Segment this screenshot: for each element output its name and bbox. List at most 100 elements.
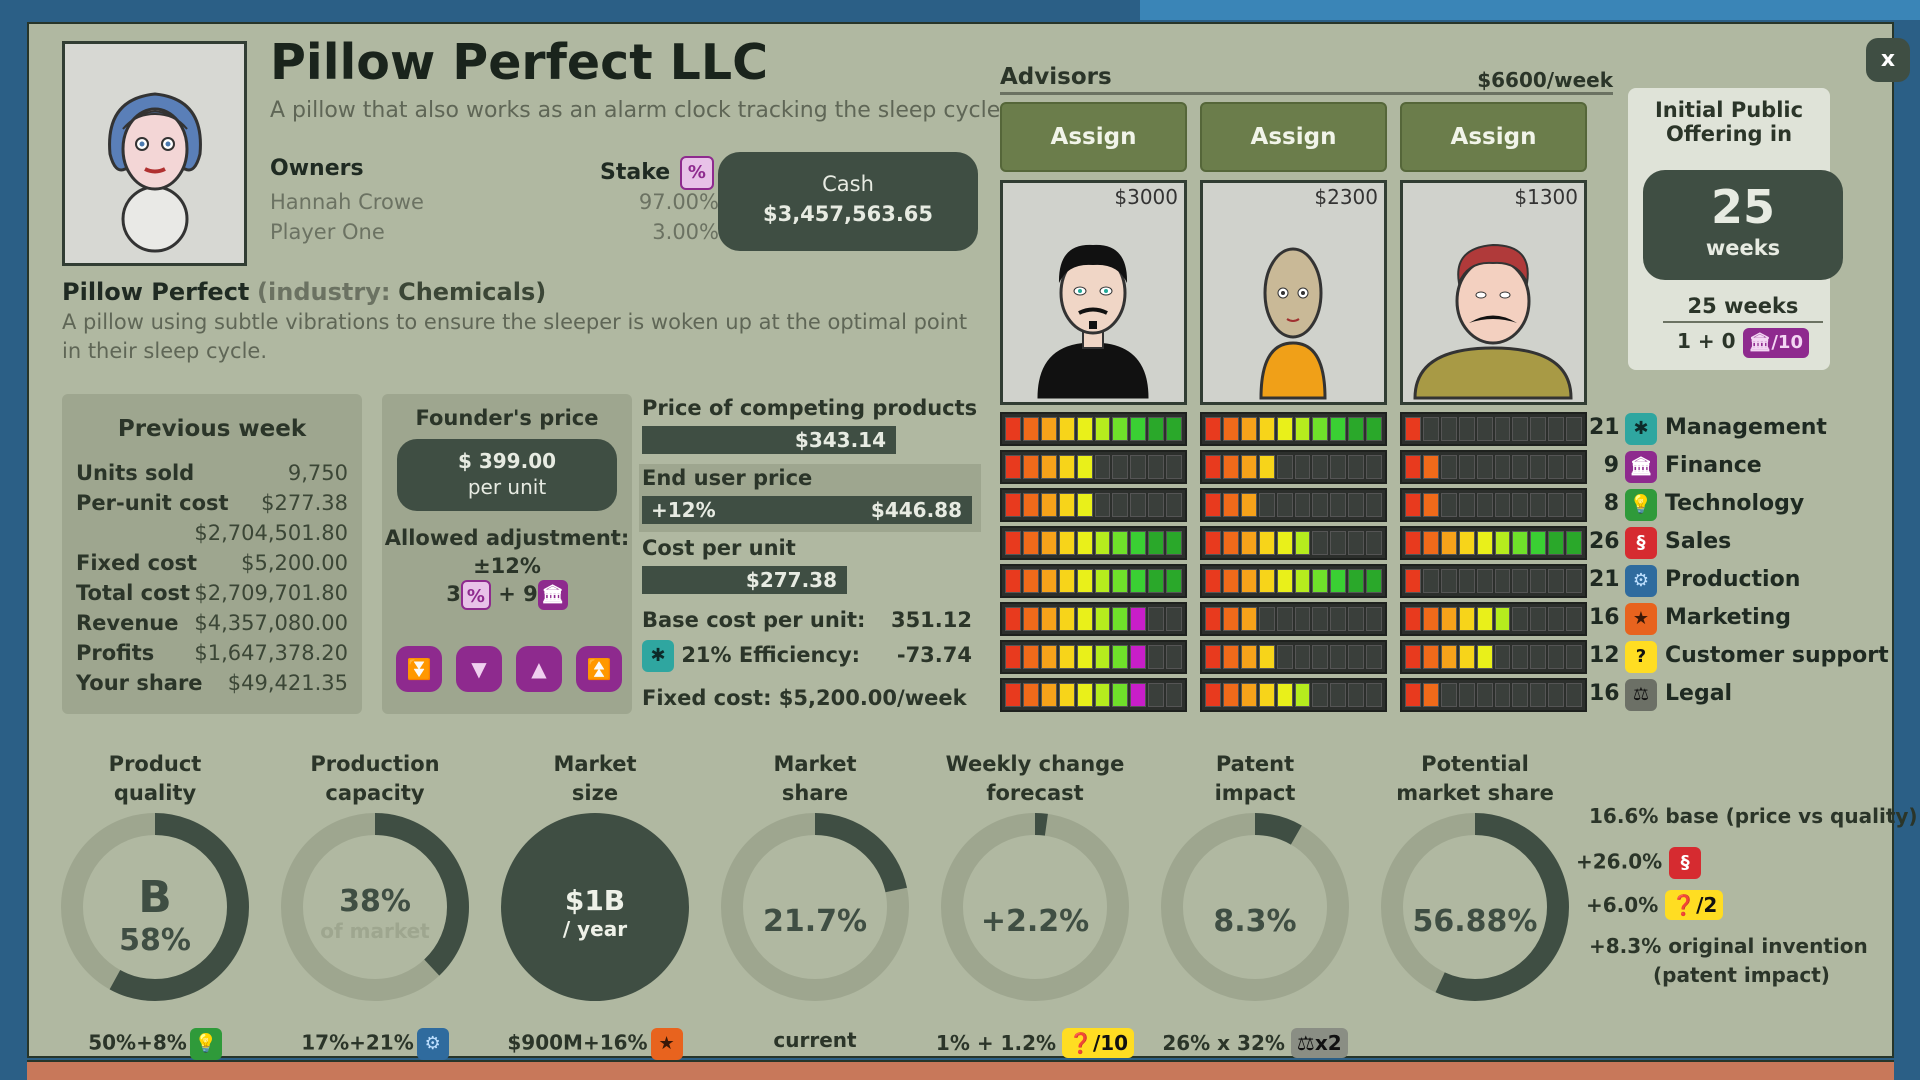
previous-week-label: Units sold [76,461,195,485]
gauge-title: Weekly change forecast [935,750,1135,808]
meter-segment [1148,455,1165,479]
meter-segment [1166,683,1183,707]
owner-avatar-icon [108,92,202,253]
meter-segment [1294,531,1311,555]
technology-icon: 💡 [1625,489,1657,521]
gauge-footer: 17%+21% ⚙ [265,1028,485,1060]
meter-segment [1022,645,1039,669]
advisor-card[interactable]: $2300 [1200,180,1387,405]
assign-advisor-button[interactable]: Assign [1000,102,1187,172]
gauge-value: 38% of market [280,884,470,943]
price-down-large-button[interactable]: ⏬ [396,646,442,692]
advisor-skill-meter [1400,450,1587,484]
meter-segment [1530,417,1547,441]
meter-segment [1566,569,1583,593]
gauge-title-line1: Production [310,752,440,776]
advisor-card[interactable]: $3000 [1000,180,1187,405]
advisors-weekly-cost: $6600/week [1477,68,1613,92]
gauge-footer-value: 1% + 1.2% [935,1031,1057,1055]
assign-advisor-button[interactable]: Assign [1400,102,1587,172]
skill-total: 26 [1589,529,1620,554]
meter-segment [1240,531,1257,555]
meter-segment [1058,417,1075,441]
efficiency-label: 21% Efficiency: [681,643,861,667]
meter-segment [1240,569,1257,593]
assign-advisor-button[interactable]: Assign [1200,102,1387,172]
meter-segment [1494,683,1511,707]
ipo-formula: 1 + 0 🏛/10 [1628,328,1858,358]
customer-support-icon: ❓ [1671,893,1697,917]
allowed-adjustment-value: ±12% [473,554,541,578]
legal-icon: ⚖ [1625,679,1657,711]
meter-segment [1112,645,1129,669]
meter-segment [1148,493,1165,517]
management-icon: ✱ [1625,413,1657,445]
meter-segment [1366,645,1383,669]
gauge-footer-value: 17%+21% [301,1030,414,1055]
gauge-ring [501,813,689,1001]
meter-segment [1548,493,1565,517]
meter-segment [1548,645,1565,669]
meter-segment [1494,645,1511,669]
ipo-weeks-number: 25 [1710,180,1775,234]
technology-icon: 💡 [189,1028,222,1060]
meter-segment [1240,455,1257,479]
gauge-fill [1161,813,1349,1001]
meter-segment [1058,607,1075,631]
meter-segment [1130,607,1147,631]
customer-support-icon: ? [1625,641,1657,673]
gauge-value: 56.88% [1380,904,1570,939]
meter-segment [1240,607,1257,631]
price-down-button[interactable]: ▼ [456,646,502,692]
advisor-skill-meter [1200,488,1387,522]
founders-price-box: Founder's price $ 399.00 per unit Allowe… [382,394,632,714]
previous-week-label: Fixed cost [76,551,198,575]
skill-label: Technology [1665,491,1805,516]
meter-segment [1312,683,1329,707]
meter-segment [1548,607,1565,631]
customer-support-divisor-tag: ❓/2 [1665,890,1724,920]
meter-segment [1058,493,1075,517]
gauge-footer-tag: x2 [1314,1031,1342,1055]
previous-week-row: Revenue $4,357,080.00 [76,611,348,635]
price-up-button[interactable]: ▲ [516,646,562,692]
adjustment-finance-count: + 9 [498,582,538,606]
meter-segment [1348,569,1365,593]
previous-week-label: Total cost [76,581,191,605]
ipo-weeks-subtotal: 25 weeks [1687,294,1799,318]
background-band-bottom [27,1060,1894,1080]
meter-segment [1330,607,1347,631]
meter-segment [1548,683,1565,707]
product-name: Pillow Perfect [62,278,250,306]
founders-price-unit: per unit [467,475,547,499]
previous-week-value: $2,704,501.80 [194,521,348,545]
gauge-sub-value: / year [562,917,628,941]
stake-percent-icon: % [460,580,491,610]
founders-price-amount: $ 399.00 [457,449,557,473]
meter-segment [1330,645,1347,669]
meter-segment [1440,493,1457,517]
skill-label: Sales [1665,529,1732,554]
advisor-skill-meter [1200,678,1387,712]
previous-week-value: $49,421.35 [227,671,348,695]
close-button[interactable]: x [1866,38,1910,82]
advisor-skill-meter [1000,526,1187,560]
price-up-large-button[interactable]: ⏫ [576,646,622,692]
fixed-cost-label: Fixed cost: $5,200.00/week [642,686,967,710]
ipo-title-line2: Offering in [1665,122,1793,146]
meter-segment [1222,683,1239,707]
meter-segment [1366,493,1383,517]
gauge-footer-value: 26% x 32% [1162,1031,1285,1055]
meter-segment [1166,607,1183,631]
meter-segment [1440,417,1457,441]
gauge-title-line2: size [571,781,619,805]
gauge-ring [281,813,469,1001]
gauge-value: B 58% [60,872,250,958]
legal-icon: ⚖ [1296,1031,1315,1055]
gauge-title-line2: quality [113,781,197,805]
cost-per-unit-label: Cost per unit [642,536,796,560]
finance-divisor-tag: 🏛/10 [1742,328,1809,358]
meter-segment [1405,607,1421,631]
advisor-card[interactable]: $1300 [1400,180,1587,405]
meter-segment [1058,455,1075,479]
